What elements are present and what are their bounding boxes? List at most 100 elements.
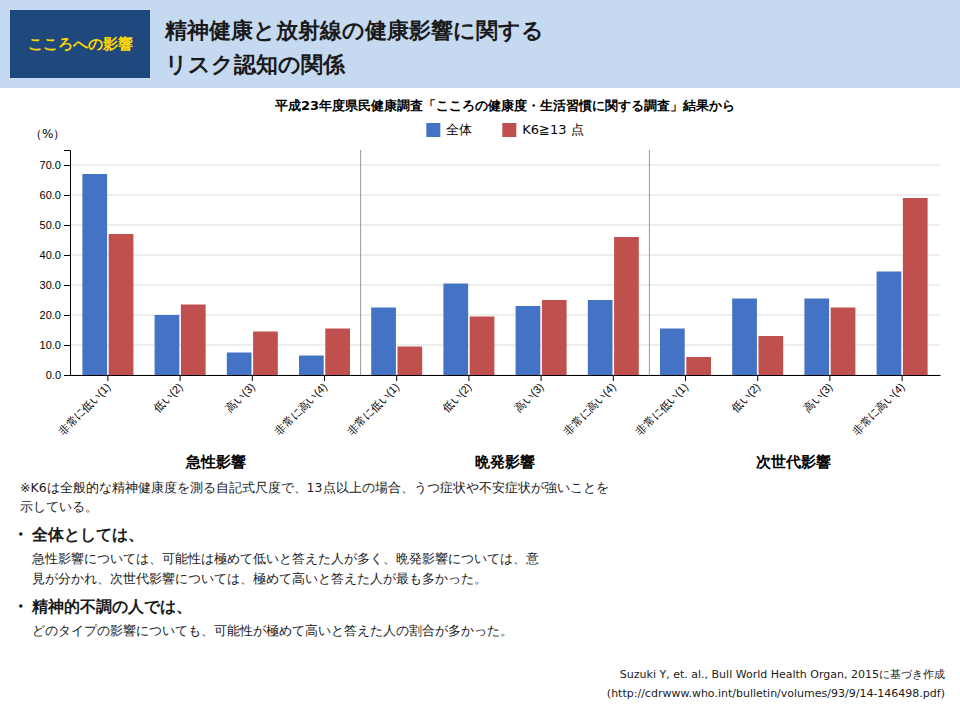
y-tick-mark — [64, 315, 70, 316]
x-tick-mark — [541, 375, 542, 381]
x-tick-label: 非常に高い(4) — [561, 381, 618, 438]
bar — [804, 299, 829, 376]
x-tick: 低い(2) — [440, 375, 474, 414]
group-divider — [360, 150, 361, 375]
grid — [70, 165, 940, 375]
x-tick: 高い(3) — [512, 375, 546, 414]
y-tick: 20.0 — [40, 309, 70, 321]
y-tick-mark — [64, 165, 70, 166]
bar — [686, 357, 711, 375]
bar — [299, 356, 324, 376]
bar — [82, 174, 107, 375]
x-tick-label: 非常に低い(1) — [56, 381, 113, 438]
note: ※K6は全般的な精神健康度を測る自記式尺度で、13点以上の場合、うつ症状や不安症… — [20, 480, 609, 495]
y-tick-label: 10.0 — [40, 339, 61, 351]
y-tick: 60.0 — [40, 189, 70, 201]
bullet-heading: 全体としては、 — [31, 525, 144, 544]
bar — [588, 300, 613, 375]
y-tick-mark — [64, 345, 70, 346]
badge-text: こころへの影響 — [28, 35, 133, 53]
bullet-text: 見が分かれ、次世代影響については、極めて高いと答えた人が最も多かった。 — [32, 571, 487, 586]
bullet-text: 急性影響については、可能性は極めて低いと答えた人が多く、晩発影響については、意 — [31, 551, 539, 566]
y-tick-label: 60.0 — [40, 189, 61, 201]
bullet-mark: ・ — [12, 596, 29, 616]
group-label: 次世代影響 — [756, 453, 831, 471]
x-tick: 低い(2) — [729, 375, 763, 414]
group-label: 晩発影響 — [475, 453, 535, 471]
y-axis: 0.010.020.030.040.050.060.070.0 — [40, 151, 71, 382]
y-tick-label: 0.0 — [46, 369, 61, 381]
x-tick: 高い(3) — [801, 375, 835, 414]
bar — [614, 237, 639, 375]
x-tick: 非常に低い(1) — [633, 375, 690, 437]
bar — [831, 308, 856, 376]
bar — [253, 332, 278, 376]
x-tick-mark — [613, 375, 614, 381]
x-tick-label: 非常に低い(1) — [344, 381, 401, 438]
y-tick: 40.0 — [40, 249, 70, 261]
legend-swatch — [502, 123, 516, 137]
bars — [82, 174, 927, 375]
x-tick: 非常に高い(4) — [850, 375, 907, 437]
y-tick-mark — [64, 255, 70, 256]
bar — [325, 329, 350, 376]
badge-background — [10, 10, 150, 78]
bar — [109, 234, 134, 375]
citation: Suzuki Y, et. al., Bull World Health Org… — [620, 668, 945, 681]
bar-series — [109, 198, 928, 375]
bar — [877, 272, 902, 376]
legend-item: K6≧13 点 — [502, 122, 583, 137]
y-tick-mark — [64, 225, 70, 226]
x-tick: 非常に低い(1) — [344, 375, 401, 437]
bar — [443, 284, 468, 376]
subtitle: 平成23年度県民健康調査「こころの健康度・生活習慣に関する調査」結果から — [274, 98, 735, 113]
grid-line — [70, 255, 940, 256]
x-tick-mark — [468, 375, 469, 381]
bar — [470, 317, 495, 376]
x-tick-mark — [396, 375, 397, 381]
y-tick-label: 50.0 — [40, 219, 61, 231]
header-background — [0, 0, 960, 88]
bar — [903, 198, 928, 375]
y-tick: 30.0 — [40, 279, 70, 291]
x-tick: 低い(2) — [151, 375, 185, 414]
y-tick: 10.0 — [40, 339, 70, 351]
bullet-heading: 精神的不調の人では、 — [31, 597, 192, 616]
bar — [732, 299, 757, 376]
x-tick-label: 非常に高い(4) — [850, 381, 907, 438]
bar — [660, 329, 685, 376]
legend-item: 全体 — [426, 122, 472, 137]
x-tick-label: 非常に高い(4) — [272, 381, 329, 438]
y-tick-mark — [64, 285, 70, 286]
y-axis-label: （%） — [30, 127, 65, 141]
x-tick-mark — [902, 375, 903, 381]
y-tick-label: 20.0 — [40, 309, 61, 321]
y-tick-label: 40.0 — [40, 249, 61, 261]
x-tick-mark — [107, 375, 108, 381]
x-tick-mark — [829, 375, 830, 381]
x-tick: 非常に高い(4) — [272, 375, 329, 437]
y-tick-mark — [64, 195, 70, 196]
y-tick: 50.0 — [40, 219, 70, 231]
bar — [397, 347, 422, 376]
bar — [542, 300, 567, 375]
bar — [155, 315, 180, 375]
x-tick-label: 高い(3) — [512, 381, 546, 415]
grid-line — [70, 165, 940, 166]
x-tick: 非常に高い(4) — [561, 375, 618, 437]
x-tick: 非常に低い(1) — [56, 375, 113, 437]
group-divider — [649, 150, 650, 375]
legend: 全体 K6≧13 点 — [426, 122, 583, 137]
bar — [516, 306, 541, 375]
citation: (http://cdrwww.who.int/bulletin/volumes/… — [607, 687, 945, 700]
x-tick-mark — [180, 375, 181, 381]
grid-line — [70, 285, 940, 286]
x-tick-label: 低い(2) — [729, 381, 763, 415]
y-tick-mark — [64, 375, 70, 376]
x-axis-line — [71, 375, 941, 376]
x-tick-label: 高い(3) — [801, 381, 835, 415]
x-tick-label: 低い(2) — [440, 381, 474, 415]
y-tick: 0.0 — [46, 369, 70, 381]
title: リスク認知の関係 — [165, 52, 346, 77]
legend-label: 全体 — [446, 122, 472, 137]
